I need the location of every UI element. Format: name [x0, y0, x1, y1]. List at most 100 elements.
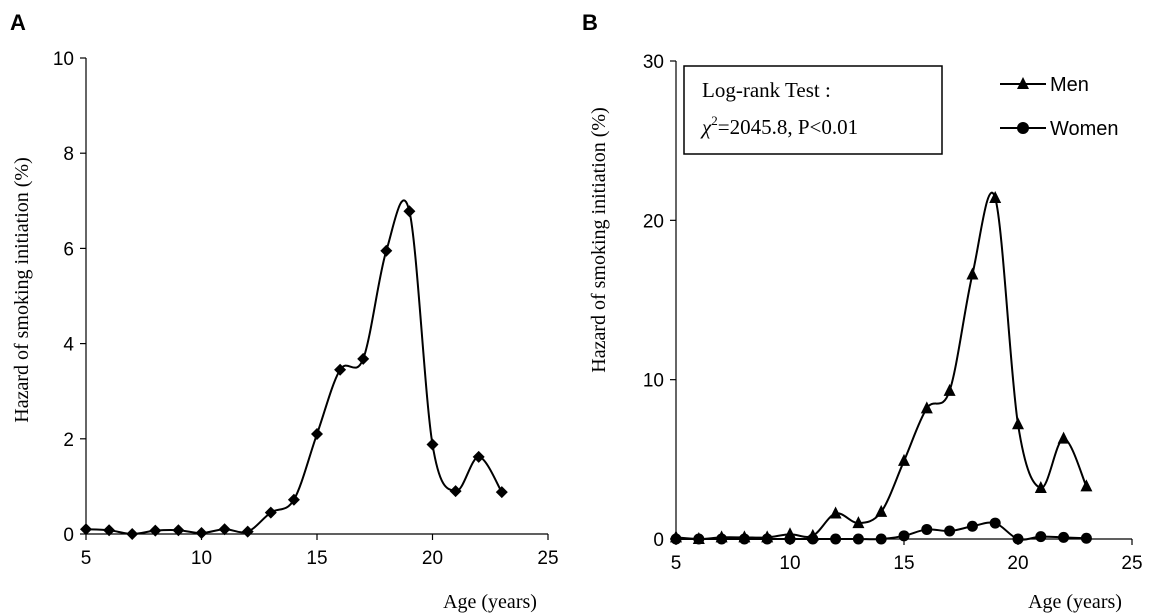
diamond-data-point: [126, 528, 139, 540]
circle-data-point: [830, 533, 842, 545]
circle-data-point: [921, 523, 933, 535]
x-axis-title-a: Age (years): [443, 591, 537, 613]
x-axis-title-b: Age (years): [1028, 591, 1122, 613]
x-tick-label: 5: [671, 553, 682, 574]
triangle-data-point: [1057, 431, 1070, 444]
circle-marker-icon: [1017, 122, 1029, 134]
triangle-data-point: [989, 191, 1002, 204]
circle-data-point: [761, 533, 773, 545]
x-tick-label: 20: [1007, 553, 1028, 574]
diamond-data-point: [357, 352, 370, 365]
diamond-data-point: [149, 524, 162, 537]
y-tick-label: 8: [63, 144, 74, 165]
y-axis-title-b: Hazard of smoking initiation (%): [588, 107, 610, 373]
triangle-data-point: [920, 401, 933, 414]
legend-entry-women: Women: [1000, 118, 1119, 140]
series-main: [80, 199, 508, 540]
circle-data-point: [670, 533, 682, 545]
chi-symbol: χ: [700, 115, 712, 139]
triangle-data-point: [1034, 481, 1047, 494]
x-tick-label: 20: [422, 548, 443, 569]
chi-superscript: 2: [711, 113, 718, 128]
circle-data-point: [693, 533, 705, 545]
chart-panel-b: B 0 10 20 30 5 10 15 20 25 Hazard of smoking ini…: [582, 10, 1143, 613]
circle-data-point: [852, 533, 864, 545]
circle-data-point: [898, 530, 910, 542]
series-line: [675, 191, 1088, 541]
x-tick-label: 25: [1121, 553, 1142, 574]
x-tick-label: 10: [191, 548, 212, 569]
y-tick-label: 6: [63, 239, 74, 260]
log-rank-annotation: Log-rank Test : χ2=2045.8, P<0.01: [683, 65, 943, 155]
circle-data-point: [944, 525, 956, 537]
diamond-data-point: [287, 493, 300, 506]
triangle-data-point: [829, 506, 842, 519]
triangle-data-point: [966, 267, 979, 280]
legend-label-men: Men: [1050, 74, 1089, 96]
triangle-data-point: [1012, 417, 1024, 430]
y-tick-label: 4: [63, 335, 74, 356]
chart-panel-a: A 0 2 4 6 8 10 5 10 15 20 25 Hazard of smoking ini…: [10, 10, 559, 613]
y-tick-label: 10: [53, 49, 74, 70]
diamond-data-point: [403, 205, 416, 218]
series-men: [670, 191, 1093, 544]
y-tick-label: 0: [653, 530, 664, 551]
x-tick-label: 25: [537, 548, 558, 569]
x-tick-label: 10: [779, 553, 800, 574]
series-a: [80, 199, 508, 540]
annotation-line-1: Log-rank Test :: [702, 78, 831, 102]
legend: Men Women: [1000, 74, 1119, 140]
annotation-box: [683, 65, 943, 155]
circle-data-point: [989, 517, 1001, 529]
diamond-data-point: [218, 523, 231, 536]
circle-data-point: [738, 533, 750, 545]
circle-data-point: [716, 533, 728, 545]
annotation-line-2: χ2=2045.8, P<0.01: [700, 113, 858, 139]
triangle-marker-icon: [1017, 77, 1029, 89]
diamond-data-point: [172, 524, 185, 537]
circle-data-point: [784, 533, 796, 545]
y-axis-title-a: Hazard of smoking initiation (%): [11, 157, 33, 423]
circle-data-point: [807, 533, 819, 545]
diamond-data-point: [195, 527, 208, 540]
y-tick-label: 20: [643, 211, 664, 232]
circle-data-point: [1058, 531, 1070, 543]
diamond-data-point: [472, 450, 485, 463]
circle-data-point: [1012, 533, 1024, 545]
panel-letter-b: B: [582, 10, 598, 35]
diamond-data-point: [103, 524, 116, 537]
y-tick-label: 0: [63, 525, 74, 546]
y-tick-label: 10: [643, 371, 664, 392]
diamond-data-point: [80, 523, 92, 536]
diamond-data-point: [334, 363, 347, 376]
y-tick-label: 30: [643, 52, 664, 73]
diamond-data-point: [380, 244, 393, 257]
series-line: [85, 199, 503, 536]
series-b: [670, 191, 1093, 545]
circle-data-point: [1035, 531, 1047, 543]
y-tick-label: 2: [63, 430, 74, 451]
x-tick-label: 15: [893, 553, 914, 574]
axes-a: [80, 57, 549, 540]
diamond-data-point: [241, 525, 254, 538]
diamond-data-point: [311, 428, 323, 441]
legend-entry-men: Men: [1000, 74, 1089, 96]
circle-data-point: [875, 533, 887, 545]
triangle-data-point: [898, 453, 910, 466]
x-tick-label: 5: [81, 548, 92, 569]
diamond-data-point: [449, 485, 462, 498]
triangle-data-point: [943, 383, 956, 396]
diamond-data-point: [426, 438, 439, 451]
panel-letter-a: A: [10, 10, 26, 35]
diamond-data-point: [264, 506, 277, 519]
tick-labels-b: 0 10 20 30 5 10 15 20 25: [643, 52, 1143, 574]
chi-value: =2045.8, P<0.01: [718, 115, 858, 139]
series-women: [670, 517, 1092, 545]
legend-label-women: Women: [1050, 118, 1119, 140]
triangle-data-point: [1080, 479, 1093, 492]
diamond-data-point: [495, 486, 508, 499]
triangle-data-point: [875, 504, 888, 517]
triangle-data-point: [852, 516, 865, 529]
tick-labels-a: 0 2 4 6 8 10 5 10 15 20 25: [53, 49, 559, 569]
